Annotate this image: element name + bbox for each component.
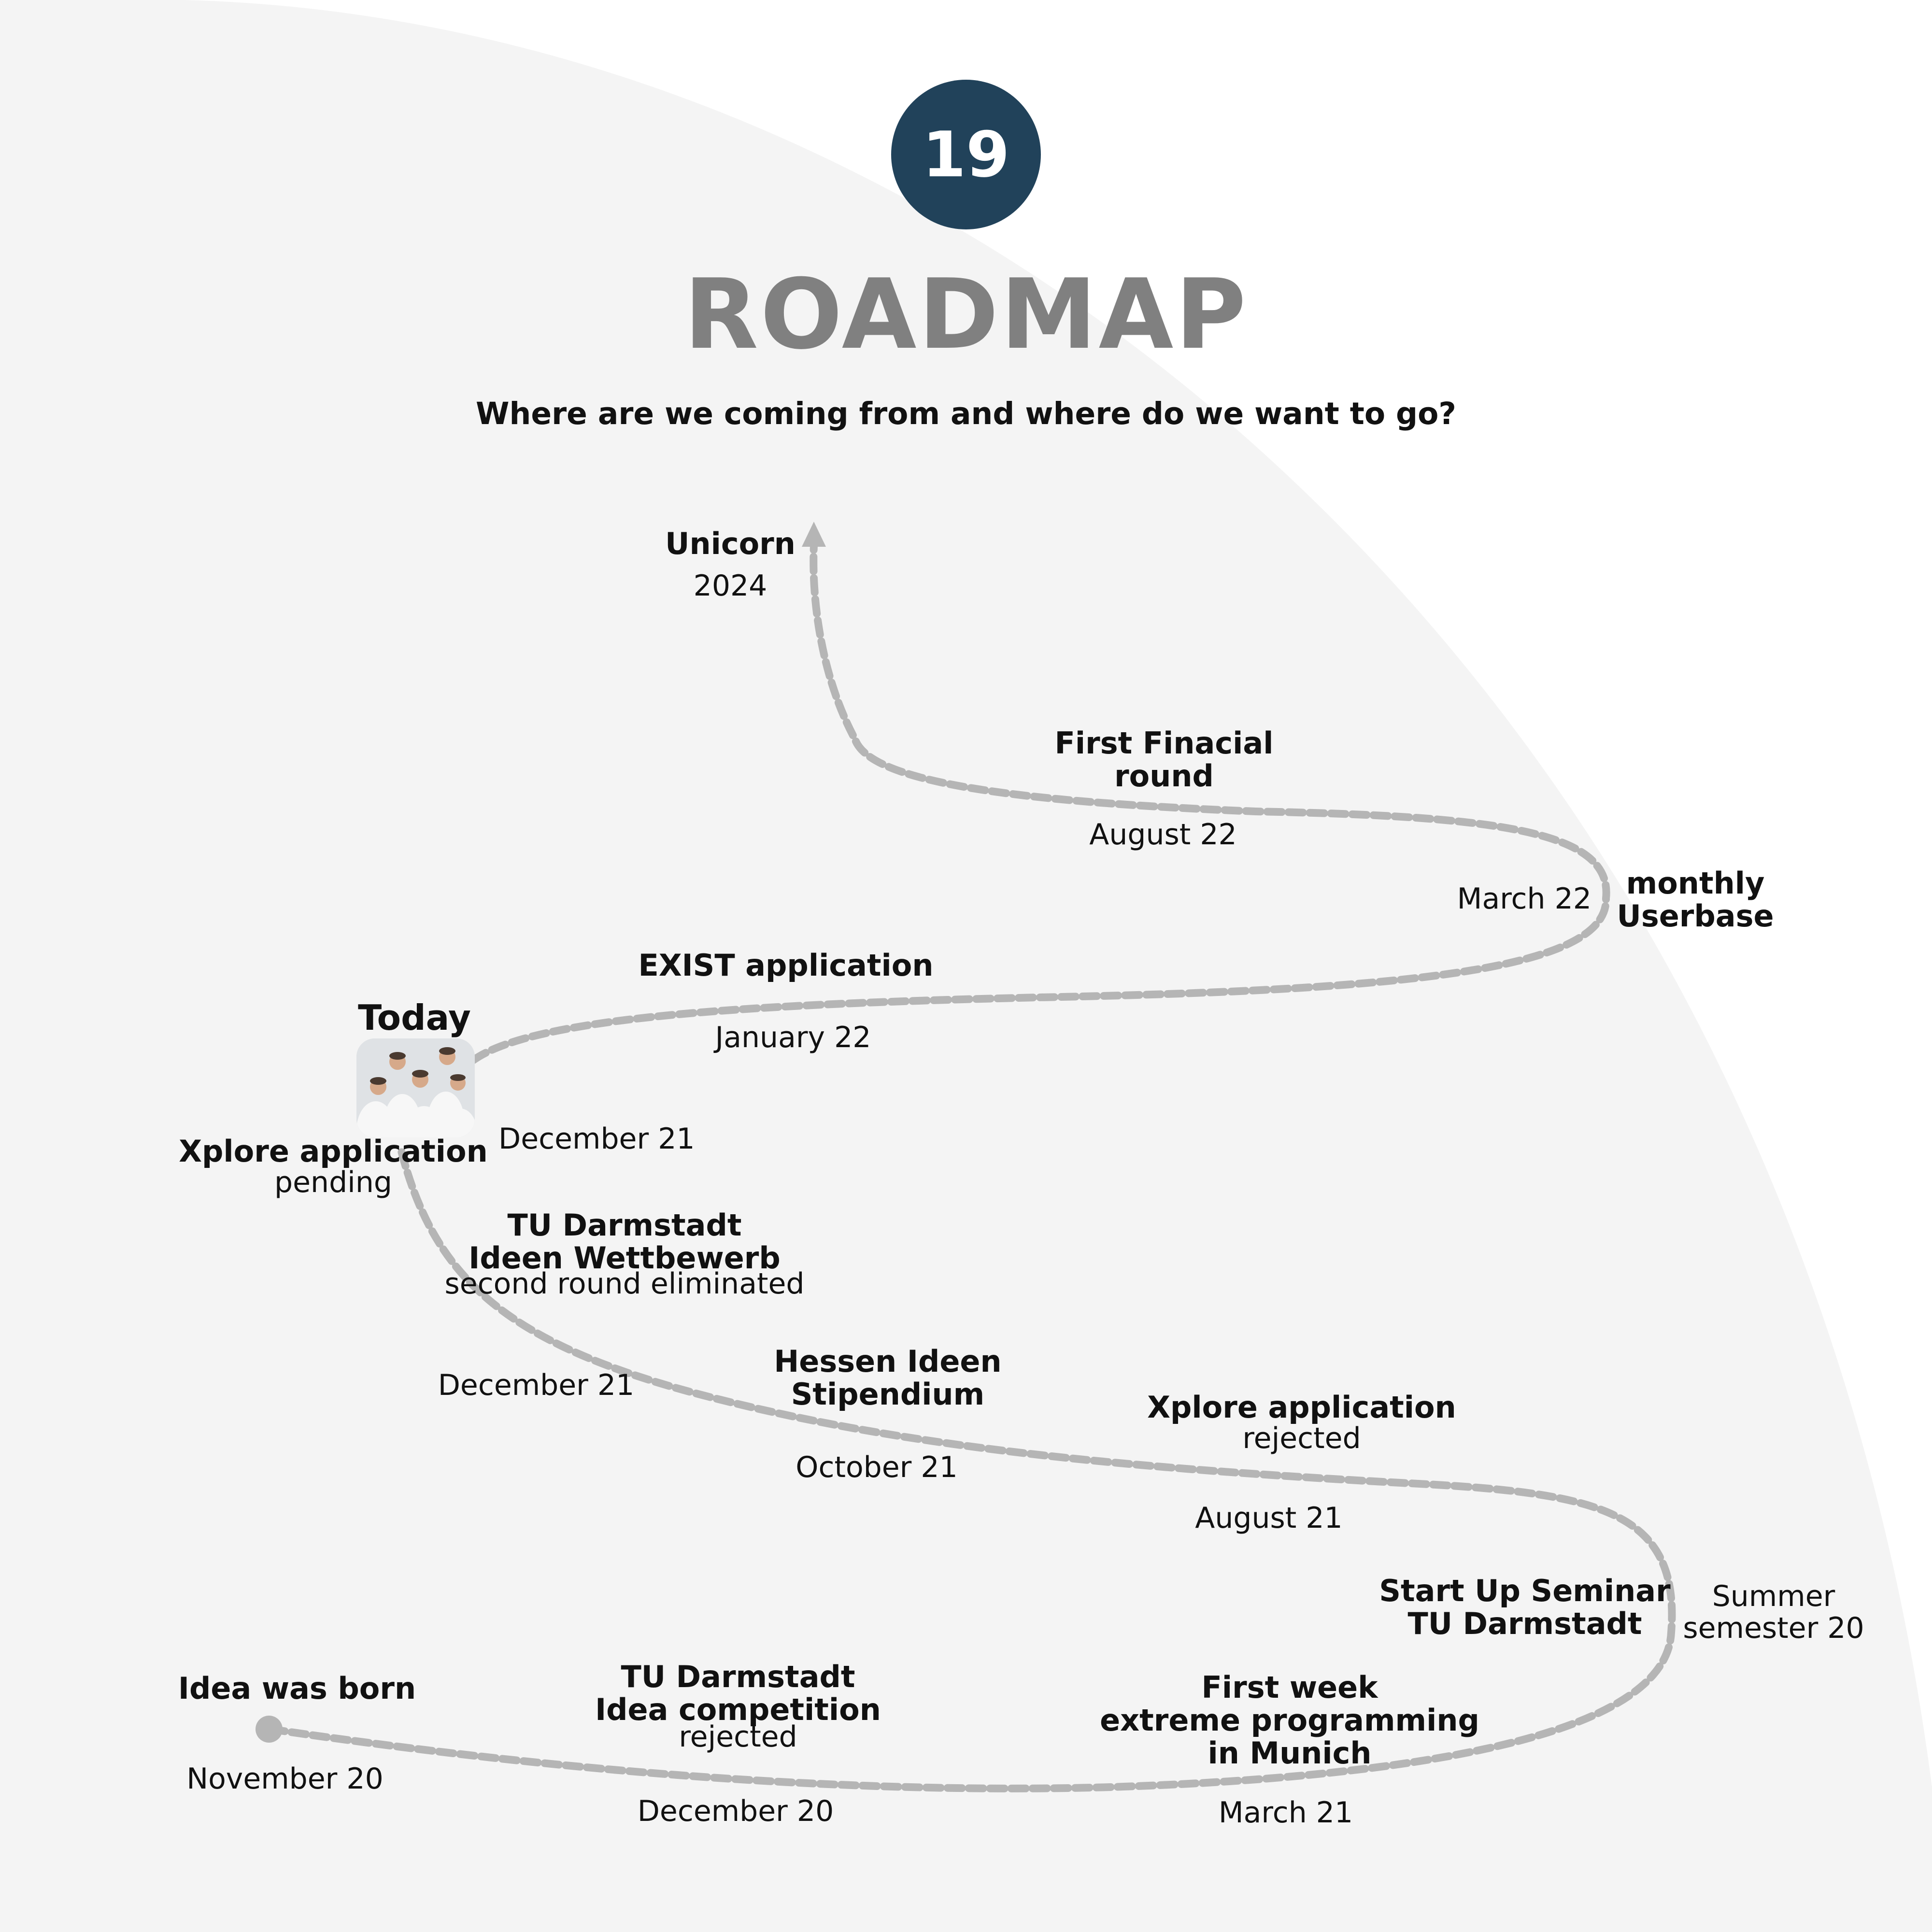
milestone-seminar-title: Start Up Seminar TU Darmstadt	[1379, 1573, 1671, 1642]
milestone-tu-idea-note: rejected	[679, 1720, 797, 1754]
milestone-userbase-date: March 22	[1457, 882, 1591, 916]
today-label: Today	[358, 997, 471, 1038]
milestone-userbase-title: monthly Userbase	[1617, 866, 1774, 934]
milestone-tu-idea-date: December 20	[637, 1794, 834, 1828]
milestone-hessen-date: October 21	[796, 1450, 958, 1484]
milestone-xplore-rejected-title: Xplore application	[1147, 1390, 1456, 1425]
milestone-idea-date: November 20	[186, 1762, 384, 1796]
milestone-xplore-rejected-note: rejected	[1242, 1421, 1361, 1455]
milestone-exist-date: January 22	[715, 1021, 871, 1054]
milestone-first-week-title: First week extreme programming in Munich	[1100, 1670, 1479, 1771]
slide-number-badge: 19	[891, 80, 1041, 229]
milestone-xplore-pending-title: Xplore application	[179, 1134, 488, 1169]
milestone-tu-wettbewerb-title: TU Darmstadt Ideen Wettbewerb	[469, 1208, 781, 1276]
milestone-idea-title: Idea was born	[178, 1671, 416, 1706]
path-arrowhead	[802, 522, 826, 547]
milestone-xplore-pending-date: December 21	[498, 1122, 695, 1156]
milestone-tu-wettbewerb-note: second round eliminated	[444, 1267, 805, 1301]
page-subtitle: Where are we coming from and where do we…	[476, 396, 1456, 431]
milestone-unicorn-date: 2024	[693, 569, 767, 603]
milestone-financial-title: First Finacial round	[1054, 725, 1274, 794]
milestone-unicorn-title: Unicorn	[665, 526, 796, 561]
milestone-xplore-rejected-date: August 21	[1195, 1501, 1343, 1535]
milestone-xplore-pending-note: pending	[274, 1165, 392, 1199]
page-title: ROADMAP	[684, 258, 1248, 371]
team-photo-image	[356, 1038, 475, 1137]
milestone-hessen-title: Hessen Ideen Stipendium	[774, 1344, 1002, 1412]
roadmap-path	[267, 542, 1676, 1792]
milestone-exist-title: EXIST application	[638, 948, 934, 983]
milestone-tu-idea-title: TU Darmstadt Idea competition	[595, 1659, 881, 1728]
milestone-tu-wettbewerb-date: December 21	[438, 1368, 635, 1402]
start-dot	[256, 1716, 283, 1743]
milestone-first-week-date: March 21	[1218, 1796, 1353, 1830]
team-photo	[356, 1038, 475, 1137]
milestone-financial-date: August 22	[1089, 818, 1237, 852]
milestone-seminar-date: Summer semester 20	[1683, 1579, 1864, 1645]
